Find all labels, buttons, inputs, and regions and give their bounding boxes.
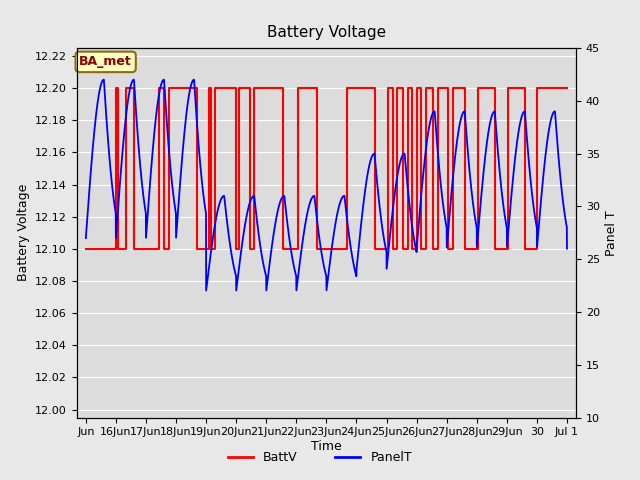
X-axis label: Time: Time <box>311 440 342 453</box>
Text: BA_met: BA_met <box>79 55 132 68</box>
Y-axis label: Panel T: Panel T <box>605 210 618 256</box>
Y-axis label: Battery Voltage: Battery Voltage <box>17 184 29 281</box>
Legend: BattV, PanelT: BattV, PanelT <box>223 446 417 469</box>
Title: Battery Voltage: Battery Voltage <box>267 25 386 40</box>
